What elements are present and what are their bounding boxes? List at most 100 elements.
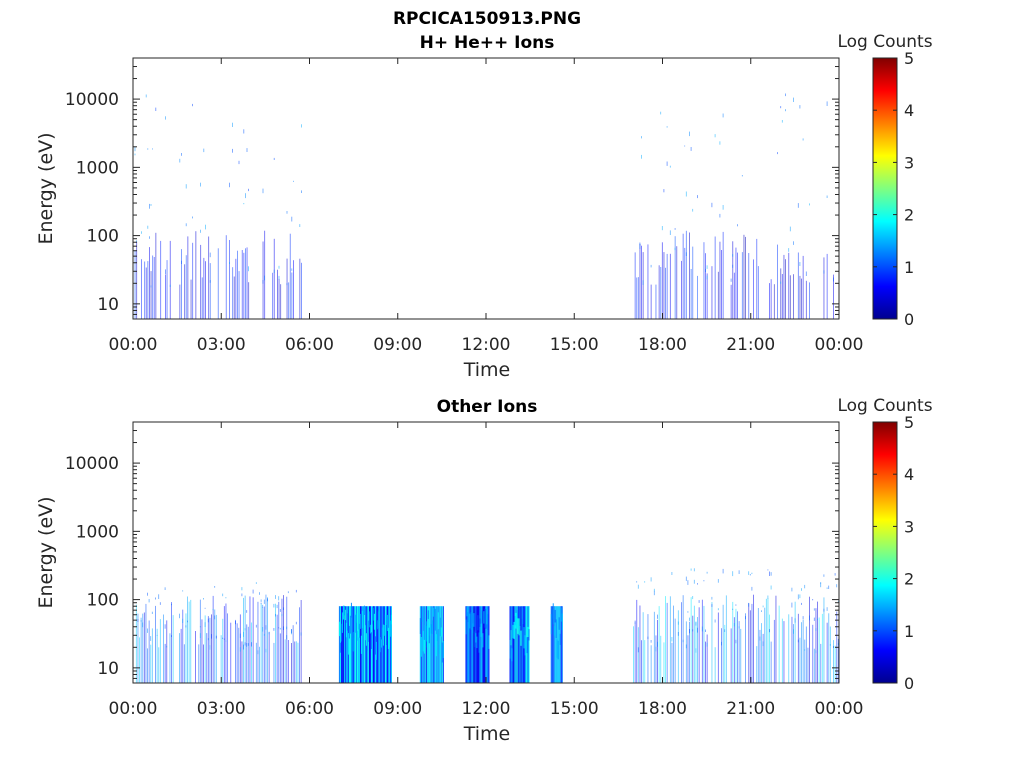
heatmap-cell bbox=[140, 617, 142, 622]
heatmap-cell bbox=[156, 634, 158, 636]
heatmap-cell bbox=[229, 262, 230, 264]
colorbar-ticks-other: 0 1 2 3 4 5 bbox=[873, 413, 914, 693]
heatmap-cell bbox=[690, 568, 692, 571]
heatmap-cell bbox=[144, 261, 146, 319]
heatmap-cell bbox=[748, 603, 750, 683]
heatmap-cell bbox=[483, 611, 485, 624]
heatmap-cell bbox=[421, 607, 423, 622]
heatmap-cell bbox=[472, 623, 474, 634]
heatmap-cell bbox=[359, 606, 361, 683]
heatmap-cell bbox=[722, 205, 724, 210]
heatmap-cell bbox=[164, 643, 166, 683]
heatmap-cell bbox=[661, 226, 663, 231]
heatmap-cell bbox=[156, 628, 158, 683]
heatmap-cell bbox=[428, 606, 430, 683]
heatmap-cell bbox=[148, 620, 150, 683]
heatmap-cell bbox=[737, 611, 738, 683]
heatmap-cell bbox=[471, 612, 473, 629]
heatmap-cell bbox=[438, 606, 440, 683]
colorbar-tick-label: 1 bbox=[904, 622, 914, 641]
heatmap-cell bbox=[223, 606, 225, 683]
heatmap-cell bbox=[487, 606, 489, 683]
heatmap-cell bbox=[364, 625, 366, 641]
heatmap-cell bbox=[137, 619, 139, 622]
heatmap-cell bbox=[257, 650, 259, 655]
heatmap-cell bbox=[349, 615, 351, 634]
heatmap-cell bbox=[467, 612, 469, 623]
heatmap-cell bbox=[553, 626, 555, 636]
heatmap-cell bbox=[263, 599, 265, 604]
heatmap-cell bbox=[376, 620, 378, 630]
heatmap-cell bbox=[436, 606, 438, 683]
heatmap-cell bbox=[150, 636, 152, 641]
heatmap-cell bbox=[478, 632, 480, 653]
heatmap-marks-h-he bbox=[134, 93, 834, 319]
heatmap-cell bbox=[802, 619, 804, 683]
heatmap-cell bbox=[200, 229, 201, 233]
heatmap-cell bbox=[204, 622, 206, 627]
heatmap-cell bbox=[805, 271, 807, 276]
heatmap-cell bbox=[761, 623, 762, 683]
heatmap-cell bbox=[797, 594, 799, 600]
heatmap-cell bbox=[673, 605, 674, 683]
heatmap-cell bbox=[273, 628, 275, 631]
heatmap-cell bbox=[706, 634, 708, 683]
heatmap-cell bbox=[512, 624, 514, 639]
heatmap-cell bbox=[222, 618, 224, 683]
heatmap-cell bbox=[214, 586, 216, 588]
heatmap-cell bbox=[770, 585, 772, 590]
heatmap-cell bbox=[262, 607, 264, 683]
heatmap-cell bbox=[159, 602, 161, 605]
heatmap-cell bbox=[560, 606, 562, 683]
heatmap-cell bbox=[703, 242, 705, 319]
heatmap-cell bbox=[205, 224, 206, 230]
heatmap-cell bbox=[389, 620, 391, 637]
heatmap-cell bbox=[829, 644, 831, 646]
heatmap-cell bbox=[190, 279, 192, 319]
heatmap-cell bbox=[821, 613, 823, 683]
heatmap-cell bbox=[687, 635, 689, 683]
heatmap-cell bbox=[365, 633, 367, 646]
heatmap-cell bbox=[797, 613, 799, 683]
colorbar-tick-label: 5 bbox=[904, 49, 914, 68]
heatmap-cell bbox=[639, 242, 641, 246]
heatmap-cell bbox=[181, 249, 182, 319]
heatmap-cell bbox=[295, 621, 297, 625]
heatmap-cell bbox=[660, 635, 662, 683]
colorbar-label-other: Log Counts bbox=[837, 396, 932, 416]
heatmap-cell bbox=[211, 634, 212, 639]
heatmap-cell bbox=[159, 619, 161, 683]
heatmap-cell bbox=[725, 595, 727, 683]
heatmap-cell bbox=[637, 647, 639, 653]
heatmap-cell bbox=[367, 620, 369, 642]
heatmap-cell bbox=[641, 640, 642, 683]
heatmap-cell bbox=[344, 606, 346, 683]
heatmap-cell bbox=[180, 628, 182, 683]
colorbar-tick-label: 4 bbox=[904, 101, 914, 120]
heatmap-cell bbox=[561, 613, 563, 631]
heatmap-cell bbox=[730, 278, 732, 282]
heatmap-cell bbox=[291, 216, 293, 222]
colorbar-tick-label: 3 bbox=[904, 153, 914, 172]
heatmap-cell bbox=[698, 600, 700, 603]
heatmap-cell bbox=[151, 628, 153, 683]
heatmap-cell bbox=[650, 264, 652, 268]
heatmap-cell bbox=[552, 603, 554, 625]
heatmap-cell bbox=[211, 614, 212, 683]
heatmap-cell bbox=[185, 255, 187, 319]
heatmap-cell bbox=[204, 607, 206, 609]
heatmap-cell bbox=[833, 646, 834, 648]
y-tick-label: 10000 bbox=[65, 454, 119, 474]
heatmap-cell bbox=[362, 606, 364, 683]
heatmap-cell bbox=[486, 608, 488, 625]
heatmap-cell bbox=[805, 626, 807, 683]
heatmap-cell bbox=[203, 148, 205, 153]
heatmap-cell bbox=[815, 650, 817, 654]
heatmap-cell bbox=[366, 632, 368, 651]
x-tick-label: 03:00 bbox=[197, 699, 246, 719]
heatmap-cell bbox=[837, 600, 839, 602]
heatmap-cell bbox=[684, 145, 686, 147]
heatmap-cell bbox=[636, 599, 638, 683]
heatmap-cell bbox=[301, 190, 302, 193]
heatmap-cell bbox=[745, 236, 746, 319]
